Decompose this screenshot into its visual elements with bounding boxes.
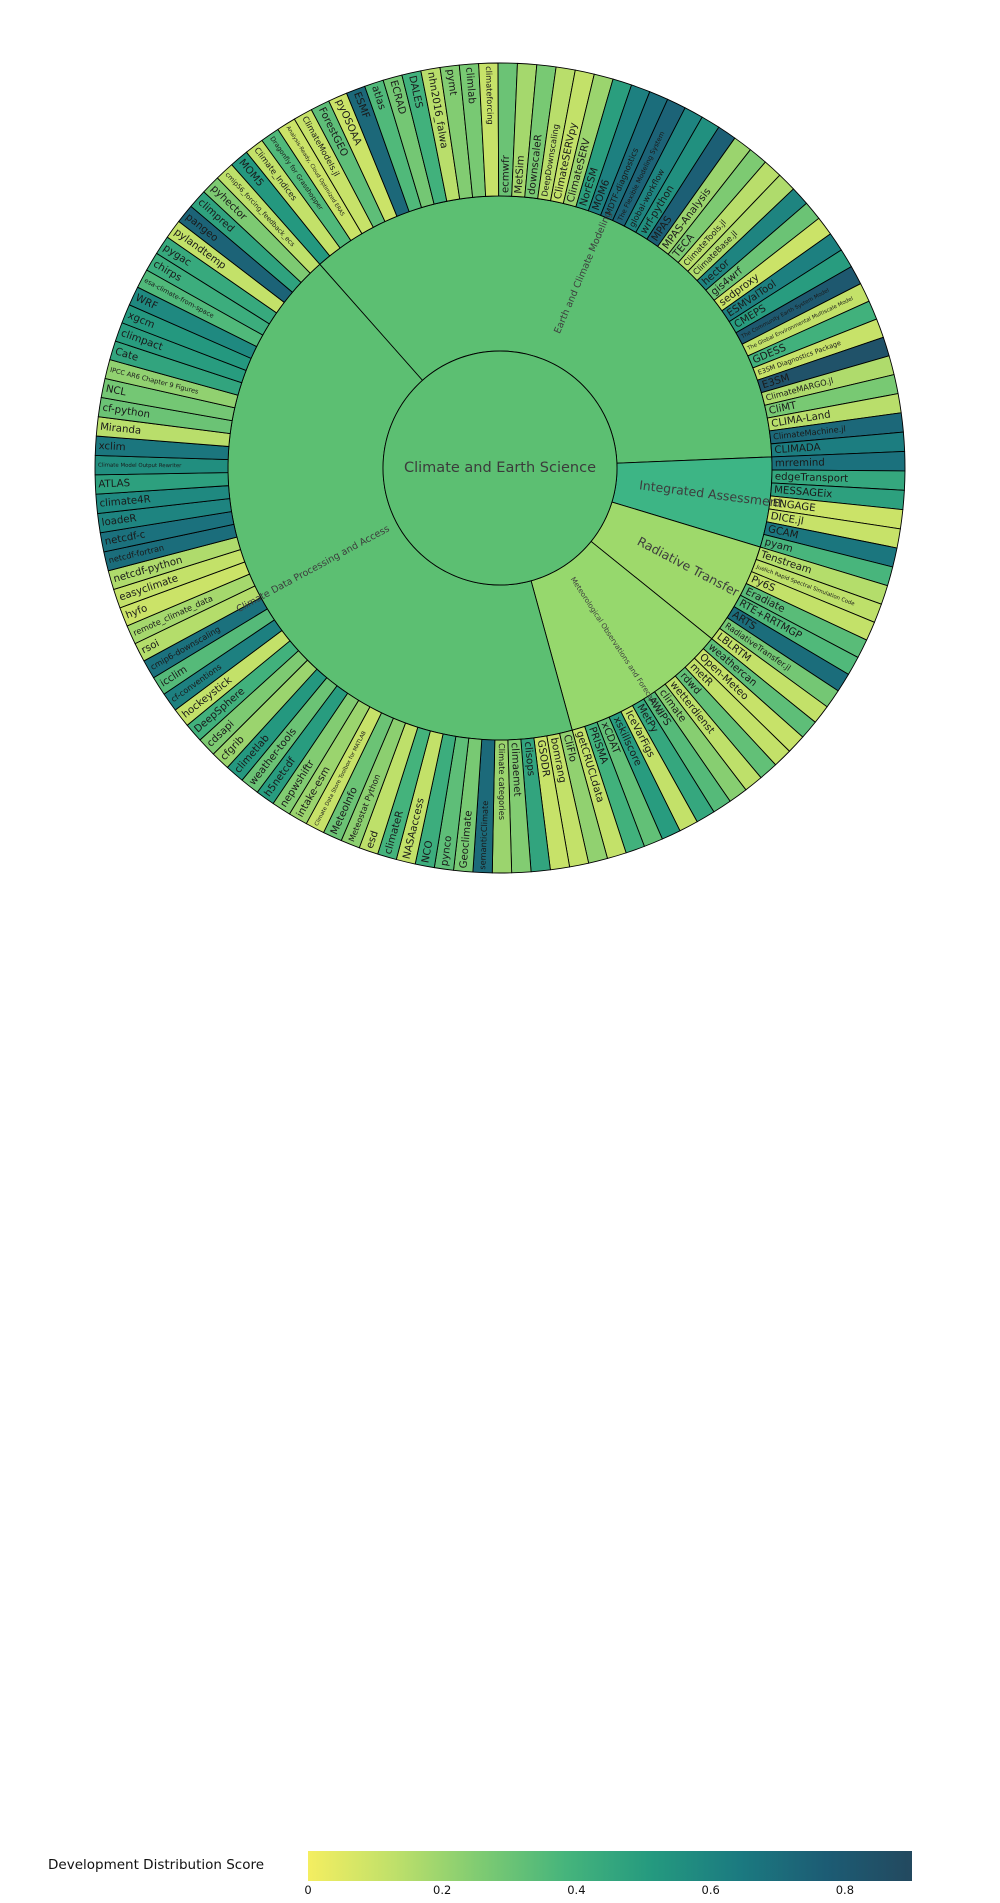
colorbar-title: Development Distribution Score — [48, 1857, 265, 1873]
leaf-label: climaemet — [509, 742, 523, 796]
leaf-label: clisops — [522, 741, 536, 777]
colorbar-tick-label: 0 — [304, 1883, 312, 1897]
colorbar-tick-label: 0.2 — [433, 1883, 452, 1897]
leaf-label: MESSAGEix — [774, 485, 833, 501]
leaf-label: loadeR — [101, 513, 137, 529]
leaf-label: Climate Model Output Rewriter — [98, 463, 182, 470]
root-wedge[interactable] — [382, 350, 618, 586]
leaf-label: Geoclimate — [458, 810, 474, 869]
colorbar-ticks: 0 0.2 0.4 0.6 0.8 — [304, 1883, 912, 1903]
leaf-label: edgeTransport — [775, 472, 849, 485]
leaf-label: ENGAGE — [772, 498, 816, 514]
leaf-label: NCO — [420, 840, 435, 864]
root-label: Climate and Earth Science — [404, 460, 596, 476]
colorbar-tick-label: 0.6 — [701, 1883, 720, 1897]
leaf-label: GSODR — [535, 739, 551, 778]
leaf-label: climateforcing — [484, 66, 496, 125]
leaf-label: mrremind — [775, 458, 825, 470]
leaf-wedge[interactable]: cmip56_forcing_feedback_ecs — 0.13 — [216, 164, 321, 274]
leaf-label: climlab — [463, 67, 477, 104]
colorbar-gradient-svg — [308, 1851, 912, 1881]
leaf-label: CLIMADA — [774, 442, 821, 456]
leaf-label: MetSim — [513, 155, 527, 194]
leaf-label: ATLAS — [98, 478, 130, 490]
colorbar-tick-label: 0.8 — [835, 1883, 855, 1897]
leaf-label: ecmwfr — [500, 154, 512, 193]
leaf-label: pynco — [439, 835, 454, 867]
leaf-label: Climate categories — [497, 743, 507, 820]
leaf-label: Miranda — [100, 422, 142, 437]
leaf-label: semanticClimate — [477, 800, 490, 869]
colorbar-gradient-bar — [308, 1851, 912, 1881]
colorbar-area: Development Distribution Score 0 0.2 0.4 0.… — [0, 915, 1000, 1897]
leaf-label: pymt — [444, 69, 458, 97]
colorbar-tick-label: 0.4 — [567, 1883, 586, 1897]
leaf-label: NCL — [105, 384, 127, 399]
leaf-label: xclim — [98, 441, 126, 453]
leaf-label: climate4R — [99, 494, 151, 510]
